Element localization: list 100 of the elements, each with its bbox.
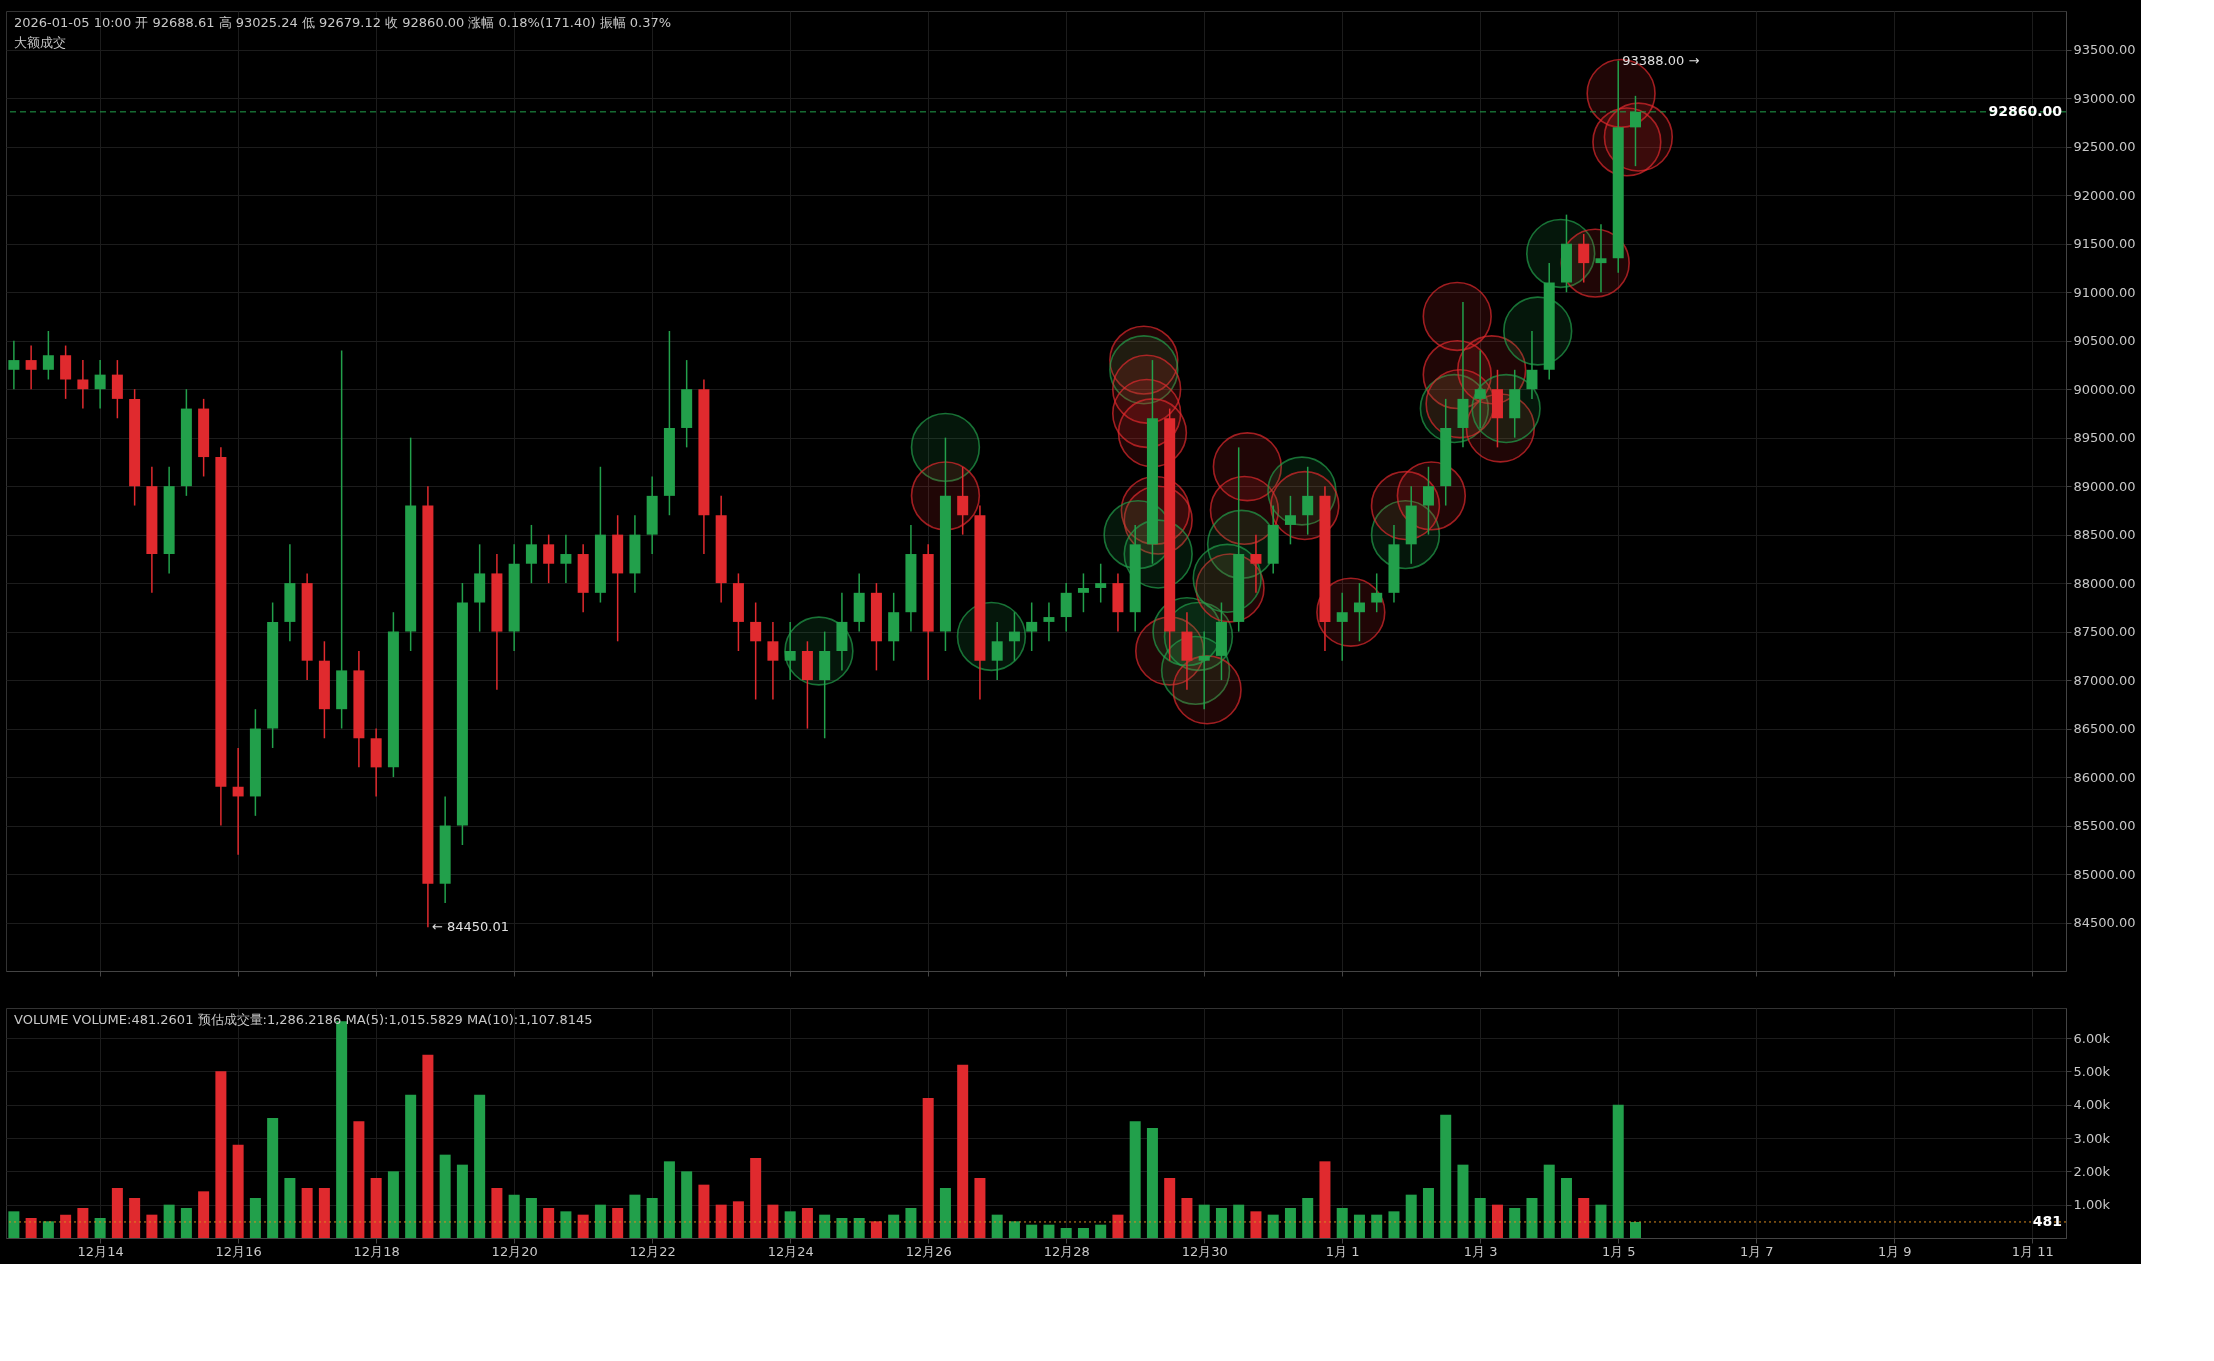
candlestick (1043, 601, 1055, 643)
bar (1026, 1224, 1038, 1238)
bar (922, 1098, 934, 1238)
bar (1284, 1208, 1296, 1238)
candlestick (1526, 330, 1538, 400)
candlestick (1008, 611, 1020, 662)
candlestick (1336, 592, 1348, 662)
bar (1560, 1178, 1572, 1238)
y-tick-label: 91500.00 (2073, 236, 2136, 252)
bar (422, 1054, 434, 1238)
y-tick-label: 85000.00 (2073, 866, 2136, 882)
y-tick-label: 90000.00 (2073, 381, 2136, 397)
bar (1008, 1221, 1020, 1238)
bar (249, 1198, 261, 1238)
x-tick-label: 12月20 (491, 1243, 538, 1259)
x-tick-label: 12月18 (353, 1243, 400, 1259)
bar (77, 1208, 89, 1238)
bar (370, 1178, 382, 1238)
bar (1422, 1188, 1434, 1238)
bar (8, 1211, 20, 1238)
bar (939, 1188, 951, 1238)
candlestick (8, 339, 20, 390)
bar (474, 1094, 486, 1238)
bar (1629, 1221, 1641, 1238)
bar (1129, 1121, 1141, 1238)
candlestick (1095, 562, 1107, 604)
bar (543, 1208, 555, 1238)
x-tick-label: 12月14 (77, 1243, 124, 1259)
y-tick-label: 84500.00 (2073, 915, 2136, 931)
bar (387, 1171, 399, 1238)
x-tick-label: 1月 1 (1325, 1243, 1360, 1259)
bar (888, 1214, 900, 1238)
y-tick-label: 90500.00 (2073, 333, 2136, 349)
bar (1526, 1198, 1538, 1238)
candlestick (77, 359, 89, 410)
bar (508, 1194, 520, 1238)
candlestick (232, 747, 244, 856)
bar (111, 1188, 123, 1238)
annotation: ← 84450.01 (431, 919, 509, 935)
bar (1095, 1224, 1107, 1238)
y-tick-label: 87500.00 (2073, 624, 2136, 640)
x-tick-label: 12月24 (767, 1243, 814, 1259)
bar (594, 1204, 606, 1238)
bar (663, 1161, 675, 1238)
y-tick-label: 89500.00 (2073, 430, 2136, 446)
bar (232, 1144, 244, 1238)
x-tick-label: 1月 3 (1463, 1243, 1498, 1259)
bar (853, 1218, 865, 1238)
bar (1112, 1214, 1124, 1238)
bar (836, 1218, 848, 1238)
bar (1233, 1204, 1245, 1238)
bar (1181, 1198, 1193, 1238)
bar (439, 1154, 451, 1238)
x-tick-label: 1月 5 (1601, 1243, 1636, 1259)
candlestick (1302, 466, 1314, 536)
bar (1250, 1211, 1262, 1238)
bar (750, 1158, 762, 1238)
bar (353, 1121, 365, 1238)
bar (784, 1211, 796, 1238)
candlestick (1353, 582, 1365, 643)
y-tick-label: 85500.00 (2073, 818, 2136, 834)
bar (1353, 1214, 1365, 1238)
bar (612, 1208, 624, 1238)
bar (42, 1221, 54, 1238)
x-tick-label: 1月 11 (2011, 1243, 2054, 1259)
bar (1509, 1208, 1521, 1238)
bar (1302, 1198, 1314, 1238)
bar (1543, 1164, 1555, 1238)
bar (163, 1204, 175, 1238)
candlestick (991, 621, 1003, 681)
bar (681, 1171, 693, 1238)
bar (1043, 1224, 1055, 1238)
bar (560, 1211, 572, 1238)
ref-line-label: 92860.00 (1988, 102, 2063, 119)
bar (146, 1214, 158, 1238)
bar (1146, 1128, 1158, 1238)
candlestick (525, 524, 537, 584)
bar (1198, 1204, 1210, 1238)
bar (870, 1221, 882, 1238)
bar (819, 1214, 831, 1238)
point (1172, 655, 1242, 725)
bar (629, 1194, 641, 1238)
y-tick-label: 5.00k (2073, 1063, 2111, 1079)
candlestick (25, 344, 37, 390)
y-tick-label: 88500.00 (2073, 527, 2136, 543)
bar (405, 1094, 417, 1238)
candlestick (1026, 601, 1038, 652)
y-tick-label: 91000.00 (2073, 284, 2136, 300)
bar (767, 1204, 779, 1238)
ref-line-label: 481 (2032, 1212, 2062, 1229)
y-tick-label: 89000.00 (2073, 478, 2136, 494)
y-tick-label: 88000.00 (2073, 575, 2136, 591)
y-tick-label: 3.00k (2073, 1130, 2111, 1146)
y-tick-label: 2.00k (2073, 1163, 2111, 1179)
annotation: 93388.00 → (1622, 52, 1700, 68)
bar (1440, 1114, 1452, 1238)
bar (60, 1214, 72, 1238)
annotation: 2026-01-05 10:00 开 92688.61 高 93025.24 低 92679.12 收 92860.00 涨幅 0.18%(171.40) 振幅 0.37% (14, 15, 672, 30)
candlestick (1077, 572, 1089, 613)
x-tick-label: 12月30 (1181, 1243, 1228, 1259)
